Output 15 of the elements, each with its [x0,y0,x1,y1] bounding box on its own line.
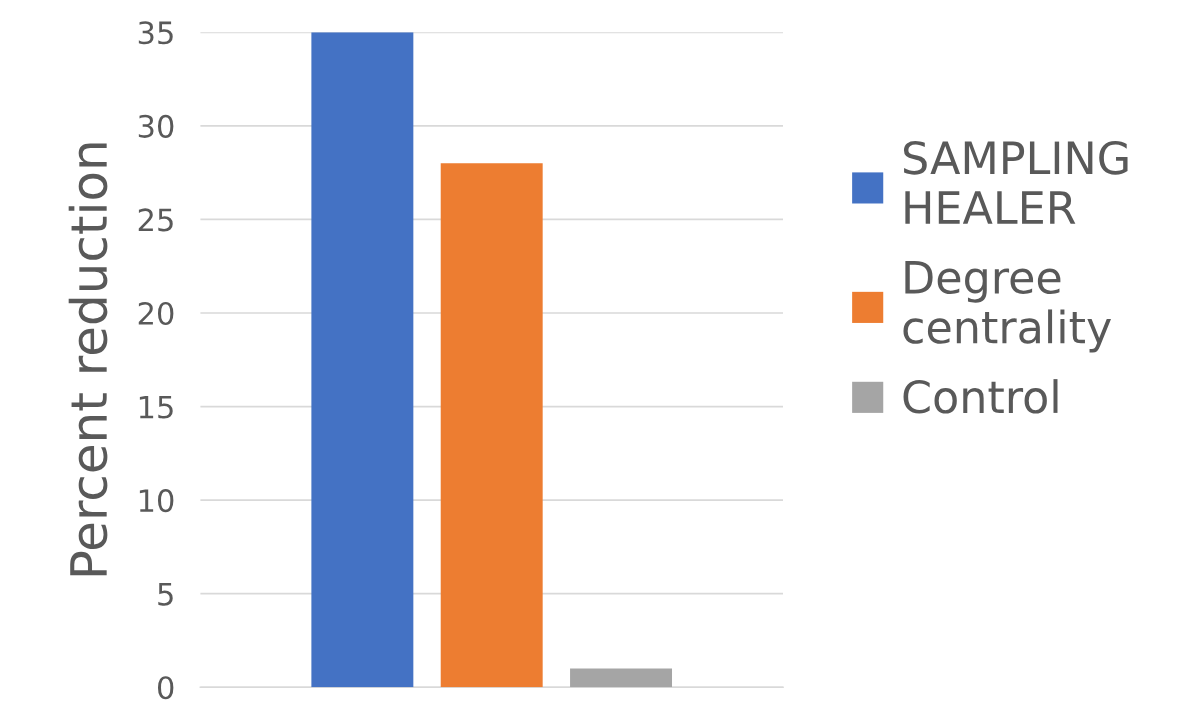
y-tick-label: 30 [138,114,174,138]
y-tick-label: 5 [158,583,173,606]
y-tick-label: 35 [138,21,173,45]
y-axis-title: Percent reduction [68,143,108,576]
bar [311,32,414,688]
y-tick-label: 10 [139,489,174,513]
legend-label: Degree centrality [903,261,1111,353]
y-tick-label: 20 [138,301,174,326]
legend-label: Control [903,379,1058,414]
y-tick-label: 0 [157,676,174,700]
y-tick-label: 25 [138,208,173,232]
y-tick-label: 15 [139,395,173,419]
bar [440,163,543,688]
legend-label: SAMPLING HEALER [903,141,1128,224]
bar [570,668,673,688]
